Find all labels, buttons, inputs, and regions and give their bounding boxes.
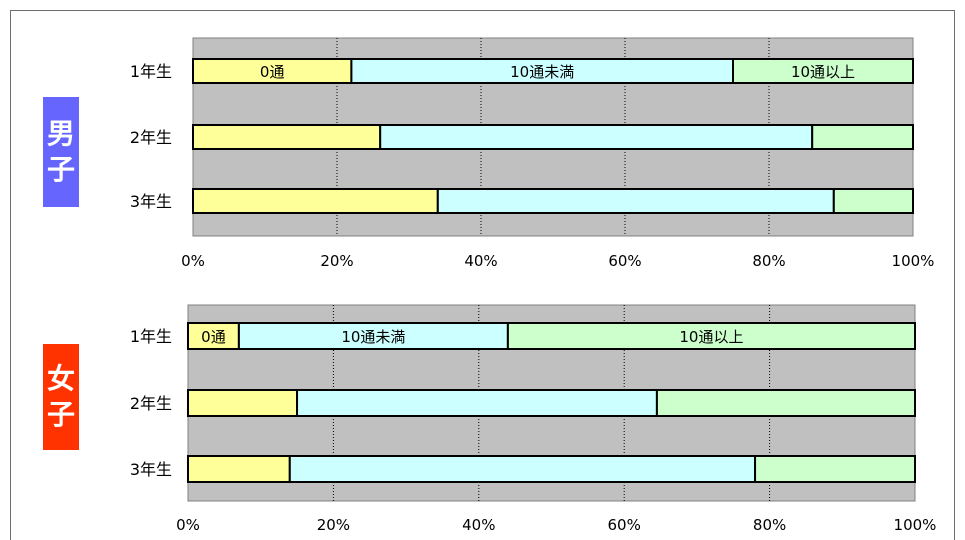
girls-category-label: 2年生 <box>130 394 172 413</box>
boys-badge: 男 子 <box>43 97 79 207</box>
boys-bar-segment <box>436 188 835 214</box>
girls-bar-segment <box>187 389 299 417</box>
girls-x-tick-label: 100% <box>894 516 937 534</box>
girls-bar-segment <box>655 389 916 417</box>
girls-bar-segment <box>187 322 240 350</box>
boys-bar-segment <box>192 188 439 214</box>
boys-x-tick-label: 0% <box>181 252 205 270</box>
boys-badge-char-2: 子 <box>46 153 75 186</box>
boys-bar-segment <box>192 124 382 150</box>
girls-x-tick-label: 60% <box>608 516 641 534</box>
boys-x-tick-label: 40% <box>464 252 497 270</box>
girls-bar-segment <box>506 322 916 350</box>
boys-series-label: 0通 <box>260 63 285 81</box>
boys-series-label: 10通以上 <box>791 63 855 81</box>
girls-x-tick-label: 20% <box>317 516 350 534</box>
girls-bar-segment <box>237 322 509 350</box>
boys-bar-segment <box>379 124 814 150</box>
girls-series-label: 0通 <box>201 328 226 346</box>
boys-x-tick-label: 100% <box>892 252 935 270</box>
boys-badge-char-1: 男 <box>46 117 75 150</box>
girls-series-label: 10通以上 <box>679 328 743 346</box>
boys-category-label: 3年生 <box>130 192 172 211</box>
boys-x-tick-label: 60% <box>608 252 641 270</box>
boys-x-tick-label: 80% <box>752 252 785 270</box>
girls-badge-char-2: 子 <box>46 398 75 431</box>
girls-badge-char-1: 女 <box>46 362 75 395</box>
boys-category-label: 1年生 <box>130 62 172 81</box>
girls-x-tick-label: 40% <box>462 516 495 534</box>
boys-category-label: 2年生 <box>130 128 172 147</box>
boys-bar-segment <box>350 58 734 84</box>
boys-bar-segment <box>732 58 914 84</box>
girls-bar-segment <box>754 455 916 483</box>
boys-bar-segment <box>832 188 914 214</box>
girls-bar-segment <box>288 455 757 483</box>
boys-bar-segment <box>811 124 915 150</box>
boys-x-tick-label: 20% <box>320 252 353 270</box>
chart-frame <box>10 10 955 540</box>
girls-series-label: 10通未満 <box>341 328 405 346</box>
girls-category-label: 1年生 <box>130 327 172 346</box>
girls-badge: 女 子 <box>43 344 79 450</box>
girls-x-tick-label: 0% <box>176 516 200 534</box>
boys-series-label: 10通未満 <box>510 63 574 81</box>
girls-category-label: 3年生 <box>130 460 172 479</box>
girls-x-tick-label: 80% <box>753 516 786 534</box>
girls-bar-segment <box>296 389 658 417</box>
boys-bar-segment <box>192 58 353 84</box>
girls-bar-segment <box>187 455 291 483</box>
